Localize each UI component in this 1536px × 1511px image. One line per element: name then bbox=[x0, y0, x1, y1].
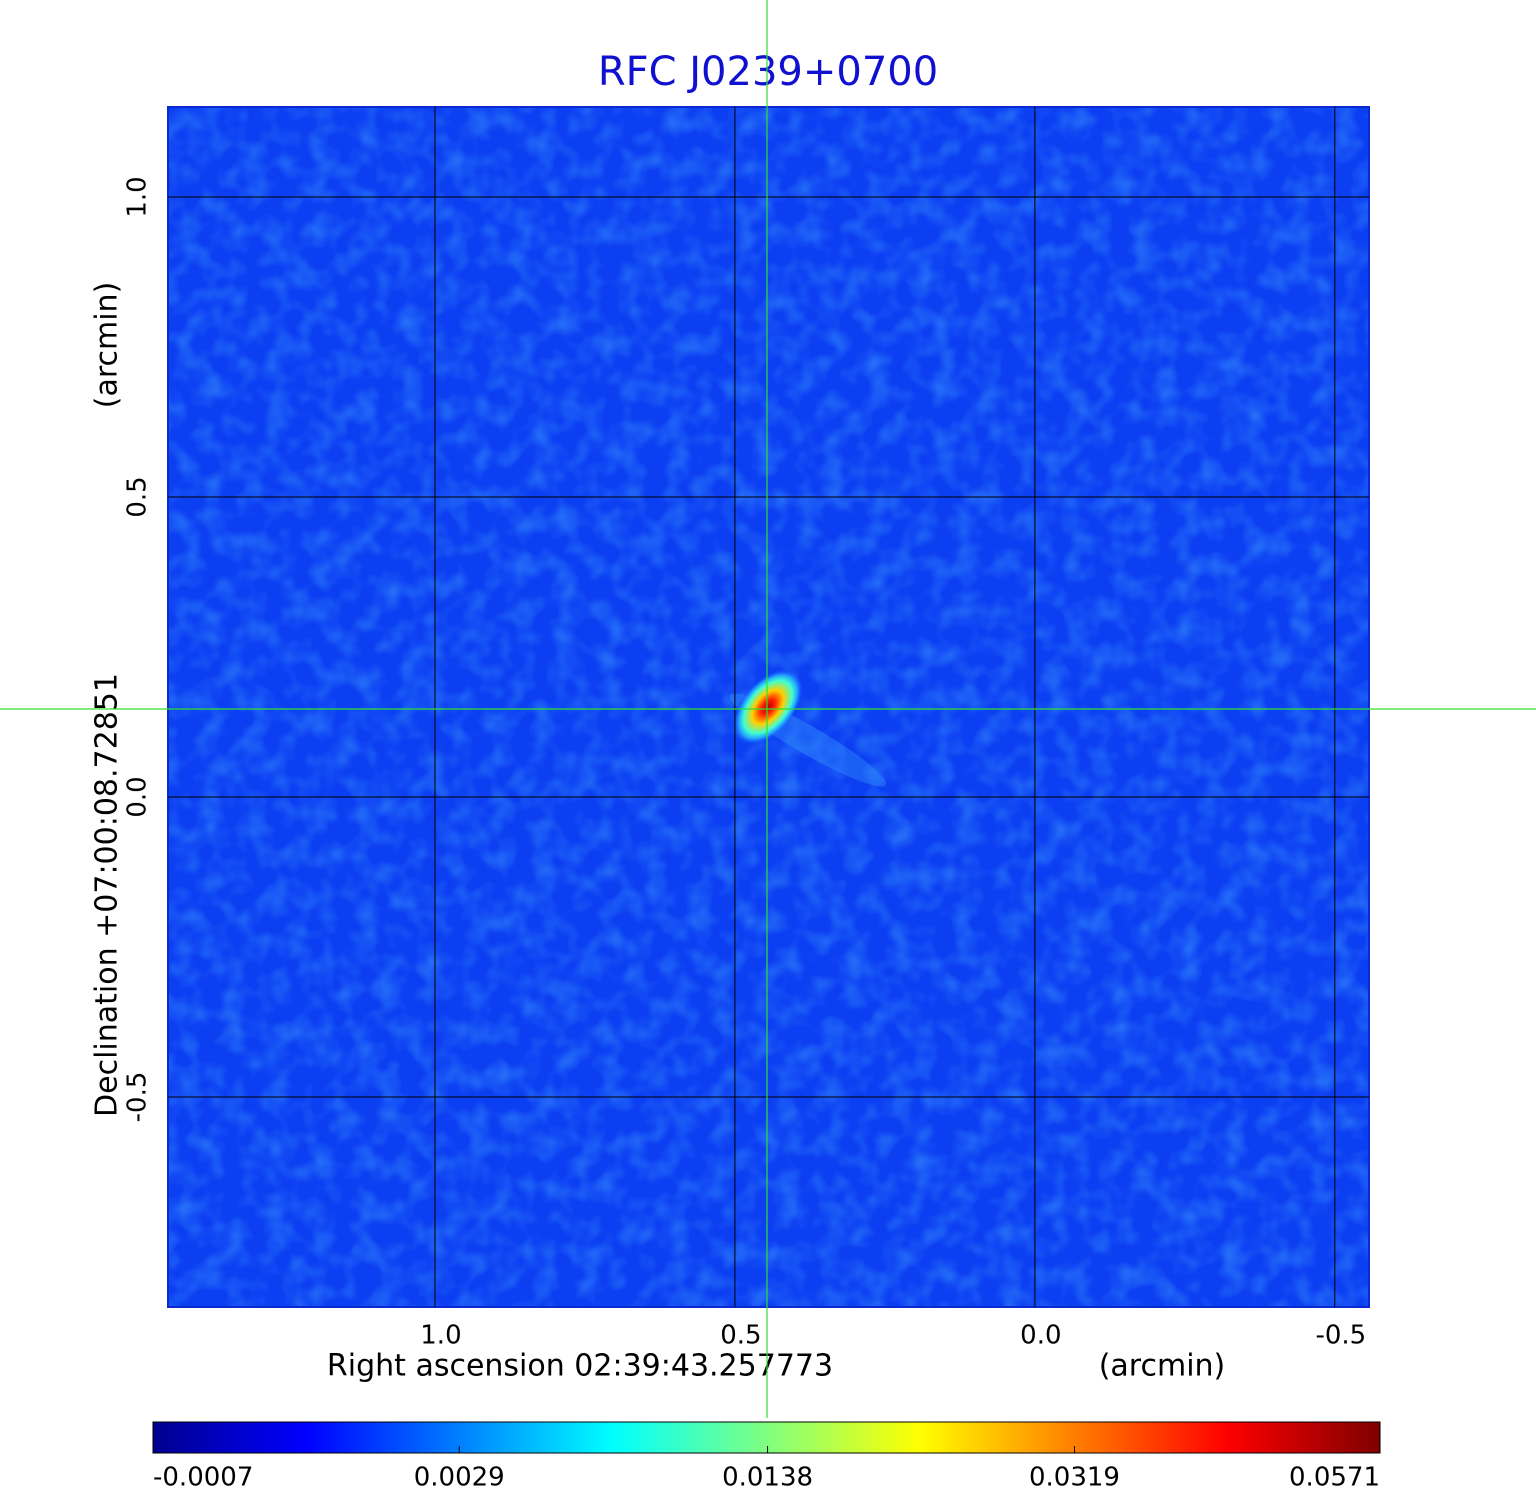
colorbar bbox=[152, 1421, 1381, 1454]
x-tick-label: 1.0 bbox=[420, 1321, 461, 1351]
colorbar-tick-label: 0.0029 bbox=[414, 1463, 505, 1493]
x-axis-unit: (arcmin) bbox=[1099, 1349, 1226, 1384]
image-frame bbox=[167, 106, 1370, 1308]
y-axis-label: Declination +07:00:08.72851 bbox=[90, 673, 125, 1117]
chart-title: RFC J0239+0700 bbox=[598, 49, 938, 95]
colorbar-tick-label: 0.0571 bbox=[1289, 1463, 1380, 1493]
x-tick-label: 0.0 bbox=[1020, 1321, 1061, 1351]
x-tick-label: 0.5 bbox=[720, 1321, 761, 1351]
y-axis-unit: (arcmin) bbox=[90, 282, 125, 409]
y-tick-label: -0.5 bbox=[123, 1072, 153, 1123]
colorbar-tick-label: 0.0138 bbox=[722, 1463, 813, 1493]
axes: 1.0 0.5 0.0 -0.5 1.0 0.5 0.0 -0.5 -0.0007 0.0029 0… bbox=[123, 107, 1381, 1493]
y-tick-label: 1.0 bbox=[123, 176, 153, 217]
x-tick-label: -0.5 bbox=[1315, 1321, 1366, 1351]
image-source bbox=[733, 669, 803, 745]
colorbar-tick-label: 0.0319 bbox=[1029, 1463, 1120, 1493]
x-axis-label: Right ascension 02:39:43.257773 bbox=[327, 1349, 833, 1384]
y-tick-label: 0.0 bbox=[123, 776, 153, 817]
colorbar-tick-label: -0.0007 bbox=[153, 1463, 253, 1493]
y-tick-label: 0.5 bbox=[123, 476, 153, 517]
